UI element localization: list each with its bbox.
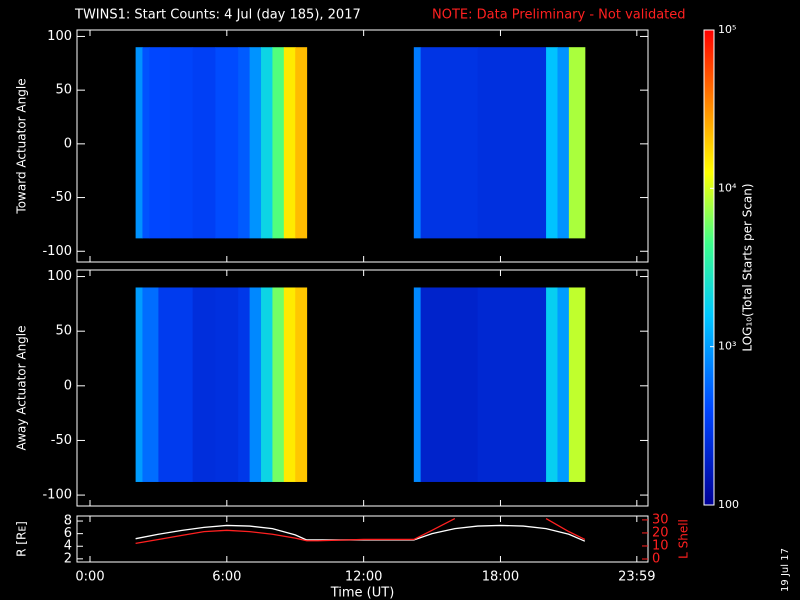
spectrogram-cell bbox=[261, 287, 273, 482]
spectrogram-cell bbox=[272, 287, 285, 482]
colorbar bbox=[703, 29, 715, 506]
spectrogram-cell bbox=[238, 287, 251, 482]
spectrogram-cell bbox=[477, 287, 547, 482]
spectrogram-cell bbox=[413, 47, 422, 239]
y-tick-label: -50 bbox=[51, 433, 72, 448]
spectrogram-cell bbox=[272, 47, 285, 239]
y-axis-label: Away Actuator Angle bbox=[15, 325, 29, 450]
spectrogram-cell bbox=[192, 47, 216, 239]
x-tick-label: 6:00 bbox=[212, 570, 241, 585]
colorbar-tick-label: 100 bbox=[718, 498, 739, 511]
y-tick-label: 0 bbox=[64, 378, 72, 393]
spectrogram-cell bbox=[215, 47, 239, 239]
spectrogram-cell bbox=[546, 47, 558, 239]
y2-axis-label: L Shell bbox=[677, 519, 691, 559]
spectrogram-cell bbox=[420, 287, 479, 482]
spectrogram-cell bbox=[238, 47, 251, 239]
y-axis-label: Toward Actuator Angle bbox=[15, 78, 29, 214]
spectrogram-cell bbox=[169, 47, 194, 239]
y-tick-label: 100 bbox=[47, 269, 72, 284]
spectrogram-cell bbox=[215, 287, 239, 482]
spectrogram-cell bbox=[295, 287, 308, 482]
y2-tick-label: 10 bbox=[652, 538, 669, 553]
y2-tick-label: 0 bbox=[652, 552, 660, 567]
spectrogram-cell bbox=[283, 47, 296, 239]
spectrogram-cell bbox=[135, 47, 143, 239]
spectrogram-cell bbox=[261, 47, 273, 239]
spectrogram-cell bbox=[283, 287, 296, 482]
series-line bbox=[135, 518, 586, 545]
spectrogram-cell bbox=[149, 47, 171, 239]
spectrogram-cell bbox=[568, 287, 586, 482]
y-tick-label: -50 bbox=[51, 190, 72, 205]
line-clip bbox=[135, 518, 586, 545]
y-axis-label: R [Rᴇ] bbox=[15, 521, 29, 557]
x-tick-label: 0:00 bbox=[75, 570, 104, 585]
colorbar-tick-label: 10⁵ bbox=[718, 23, 736, 36]
y-tick-label: 50 bbox=[55, 324, 72, 339]
y-tick-label: 0 bbox=[64, 136, 72, 151]
spectrogram-cell bbox=[557, 47, 570, 239]
colorbar-tick-label: 10⁴ bbox=[718, 181, 737, 194]
spectrogram-cell bbox=[295, 47, 308, 239]
x-tick-label: 12:00 bbox=[345, 570, 382, 585]
plot-frame bbox=[76, 515, 649, 563]
spectrogram-cell bbox=[158, 287, 194, 482]
y-tick-label: -100 bbox=[42, 244, 72, 259]
spectrogram-cell bbox=[142, 287, 159, 482]
date-stamp: 19 Jul 17 bbox=[780, 548, 791, 592]
spectrogram-cell bbox=[142, 47, 150, 239]
x-tick-label: 23:59 bbox=[618, 570, 655, 585]
y-tick-label: 8 bbox=[64, 514, 72, 529]
spectrogram-cell bbox=[135, 287, 143, 482]
x-tick-label: 18:00 bbox=[482, 570, 519, 585]
spectrogram-cell bbox=[546, 287, 558, 482]
spectrogram-cell bbox=[249, 47, 262, 239]
y-tick-label: -100 bbox=[42, 488, 72, 503]
spectrogram-cell bbox=[557, 287, 570, 482]
spectrogram-cell bbox=[192, 287, 216, 482]
plot-frame bbox=[76, 29, 649, 263]
spectrogram-cell bbox=[249, 287, 262, 482]
spectrogram-cell bbox=[420, 47, 479, 239]
note: NOTE: Data Preliminary - Not validated bbox=[432, 8, 686, 23]
spectrogram-cell bbox=[413, 287, 422, 482]
plot-frame bbox=[76, 269, 649, 507]
y2-tick-label: 20 bbox=[652, 525, 669, 540]
spectrogram-cell bbox=[477, 47, 547, 239]
y-tick-label: 2 bbox=[64, 551, 72, 566]
series-line bbox=[135, 524, 586, 542]
colorbar-label: LOG₁₀(Total Starts per Scan) bbox=[741, 183, 755, 351]
y2-tick-label: 30 bbox=[652, 512, 669, 527]
y-tick-label: 6 bbox=[64, 526, 72, 541]
y-tick-label: 4 bbox=[64, 539, 72, 554]
spectrogram-cell bbox=[568, 47, 586, 239]
y-tick-label: 50 bbox=[55, 83, 72, 98]
colorbar-tick-label: 10³ bbox=[718, 340, 736, 353]
chart-title: TWINS1: Start Counts: 4 Jul (day 185), 2… bbox=[74, 8, 361, 23]
x-axis-label: Time (UT) bbox=[330, 586, 395, 600]
y-tick-label: 100 bbox=[47, 29, 72, 44]
